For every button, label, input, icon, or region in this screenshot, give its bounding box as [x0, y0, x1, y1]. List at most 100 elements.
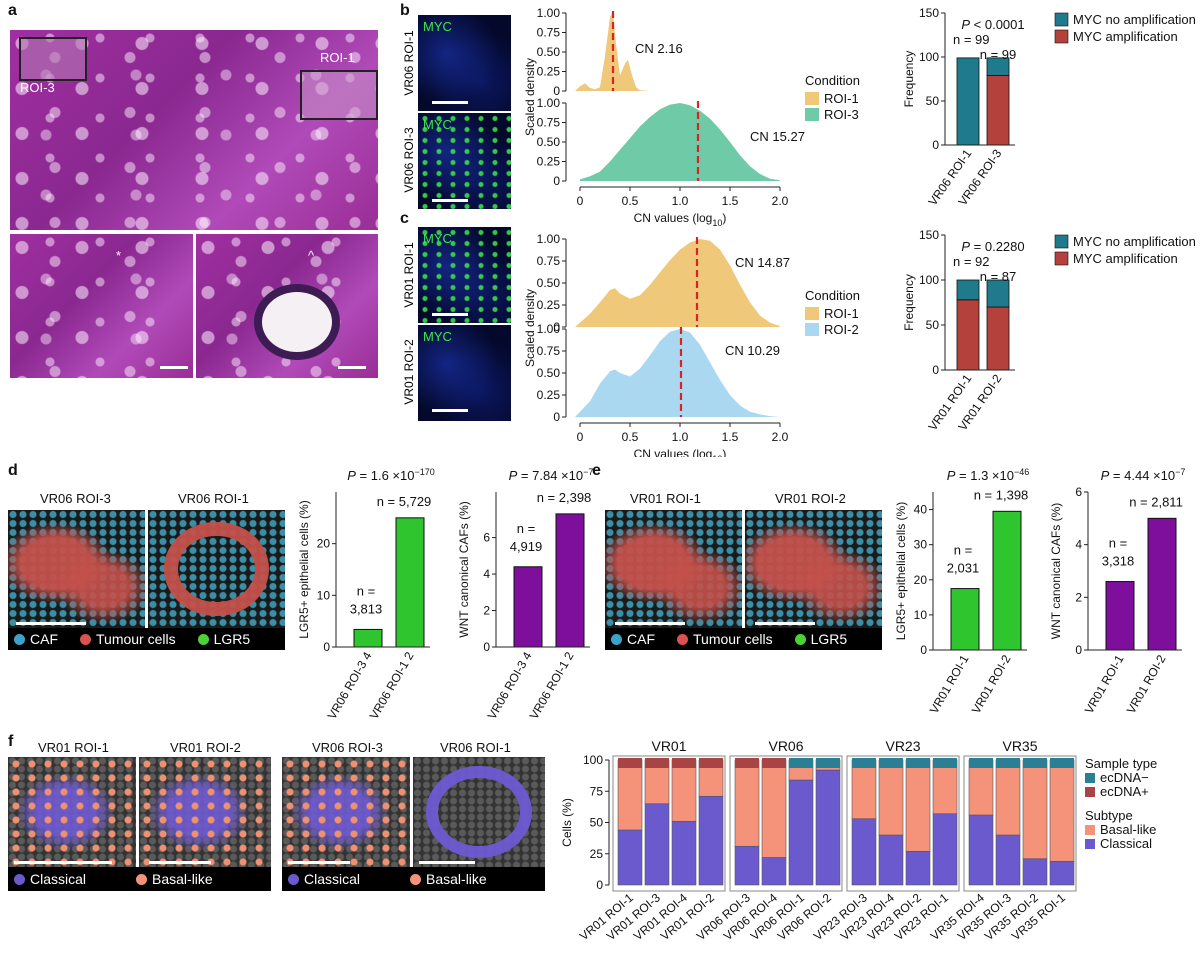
lumen-shape: [254, 284, 340, 360]
legend-title: Condition: [805, 73, 860, 88]
panel-e-label: e: [592, 462, 601, 479]
p-value: P = 4.44 ×10−7: [1101, 467, 1186, 483]
y-tick-label: 1.00: [537, 232, 561, 246]
y-tick-label: 0: [1075, 643, 1082, 657]
y-tick-label: 0: [920, 643, 927, 657]
legend-item: MYC no amplification: [1073, 234, 1195, 249]
caf-dot: [14, 633, 25, 645]
panel-d-segmentation-roi3: [8, 510, 145, 628]
bar-basal: [734, 759, 760, 847]
legend-item: Basal-like: [1100, 822, 1156, 837]
x-tick-label: VR01 ROI-1: [927, 652, 972, 716]
side-label-bottom: VR06 ROI-3: [402, 127, 416, 193]
y-axis-label: LGR5+ epithelial cells (%): [894, 502, 908, 640]
panel-f-legend-left: Classical Basal-like: [8, 867, 271, 891]
legend-caf: CAF: [30, 631, 58, 647]
n-label: n =: [954, 543, 972, 558]
lgr5-dot: [794, 633, 806, 645]
sample-type-tile: [1050, 758, 1074, 768]
x-tick-label: 2.0: [772, 430, 789, 444]
panel-d-img2-title: VR06 ROI-1: [178, 491, 249, 506]
y-axis-label: LGR5+ epithelial cells (%): [297, 500, 311, 638]
x-tick-label: VR01 ROI-2: [1124, 652, 1169, 716]
legend-basal: Basal-like: [152, 871, 213, 887]
y-tick-label: 30: [914, 538, 928, 552]
panel-f-legend-right: Classical Basal-like: [282, 867, 545, 891]
facet-frame: [963, 755, 1077, 892]
y-tick-label: 20: [914, 573, 928, 587]
side-label-top: VR01 ROI-1: [402, 242, 416, 308]
bar-classical: [851, 818, 877, 886]
myc-label: MYC: [423, 231, 452, 246]
legend-item: ROI-3: [824, 107, 859, 122]
panel-b-micrograph-roi3: MYC: [418, 113, 511, 209]
y-tick-label: 4: [1075, 538, 1082, 552]
panel-b-side-labels: VR06 ROI-1 VR06 ROI-3: [402, 30, 416, 193]
y-tick-label: 150: [919, 6, 939, 20]
tumour-dot: [80, 633, 91, 645]
x-axis-label: CN values (log10): [634, 211, 727, 228]
scale-bar: [160, 366, 188, 369]
legend-title: Condition: [805, 288, 860, 303]
n-label: n = 2,811: [1129, 494, 1183, 509]
basal-dot: [410, 873, 422, 885]
panel-c-micrograph-roi1: MYC: [418, 227, 511, 323]
y-tick-label: 0.75: [537, 116, 561, 130]
sample-type-tile: [735, 758, 759, 768]
bar: [992, 510, 1022, 651]
n-label: n =: [517, 521, 535, 536]
x-tick-label: 0.5: [622, 430, 639, 444]
sample-type-tile: [699, 758, 723, 768]
legend-item: ecDNA+: [1100, 784, 1149, 799]
legend-item: ROI-1: [824, 91, 859, 106]
myc-label: MYC: [423, 117, 452, 132]
sample-type-tile: [852, 758, 876, 768]
bar-basal: [1022, 759, 1048, 860]
sample-type-tile: [906, 758, 930, 768]
sample-type-tile: [645, 758, 669, 768]
y-tick-label: 50: [926, 318, 940, 332]
bar-basal: [905, 759, 931, 852]
bar-no-amplification: [956, 57, 980, 146]
panel-c-label: c: [400, 210, 409, 227]
panel-f-img2-title: VR01 ROI-2: [170, 740, 241, 755]
panel-b-label: b: [400, 2, 410, 19]
p-value: P = 1.6 ×10−170: [347, 467, 435, 483]
panel-d-img1-title: VR06 ROI-3: [40, 491, 111, 506]
y-tick-label: 100: [919, 50, 939, 64]
bar: [513, 566, 543, 648]
y-tick-label: 0.50: [537, 366, 561, 380]
bar-classical: [968, 814, 994, 886]
panel-f-label: f: [8, 733, 14, 750]
cn-annotation: CN 10.29: [725, 343, 780, 358]
y-axis-label: Frequency: [902, 51, 916, 108]
classical-dot: [288, 873, 299, 885]
x-tick-label: VR01 ROI-1: [1082, 652, 1127, 716]
legend-item: ecDNA−: [1100, 770, 1149, 785]
y-tick-label: 1.00: [537, 6, 561, 20]
legend-lgr5: LGR5: [810, 631, 848, 647]
cn-annotation: CN 15.27: [750, 129, 805, 144]
sample-type-tile: [789, 758, 813, 768]
myc-label: MYC: [423, 329, 452, 344]
x-axis-label: CN values (log10): [634, 447, 727, 457]
legend-swatch: [1054, 12, 1069, 27]
panel-e-img2-title: VR01 ROI-2: [775, 491, 846, 506]
legend-title: Sample type: [1085, 756, 1157, 771]
bar-classical: [617, 829, 643, 886]
scale-bar: [755, 622, 815, 625]
scale-bar: [432, 199, 468, 202]
legend-swatch: [1085, 839, 1095, 849]
bar-classical: [1022, 858, 1048, 886]
facet-title: VR06: [768, 738, 803, 754]
legend-item: Classical: [1100, 836, 1152, 851]
panel-c-side-labels: VR01 ROI-1 VR01 ROI-2: [402, 242, 416, 405]
panel-a-histology-star: *: [10, 234, 193, 378]
y-tick-label: 10: [914, 608, 928, 622]
y-tick-label: 0.75: [537, 254, 561, 268]
y-tick-label: 0.50: [537, 135, 561, 149]
